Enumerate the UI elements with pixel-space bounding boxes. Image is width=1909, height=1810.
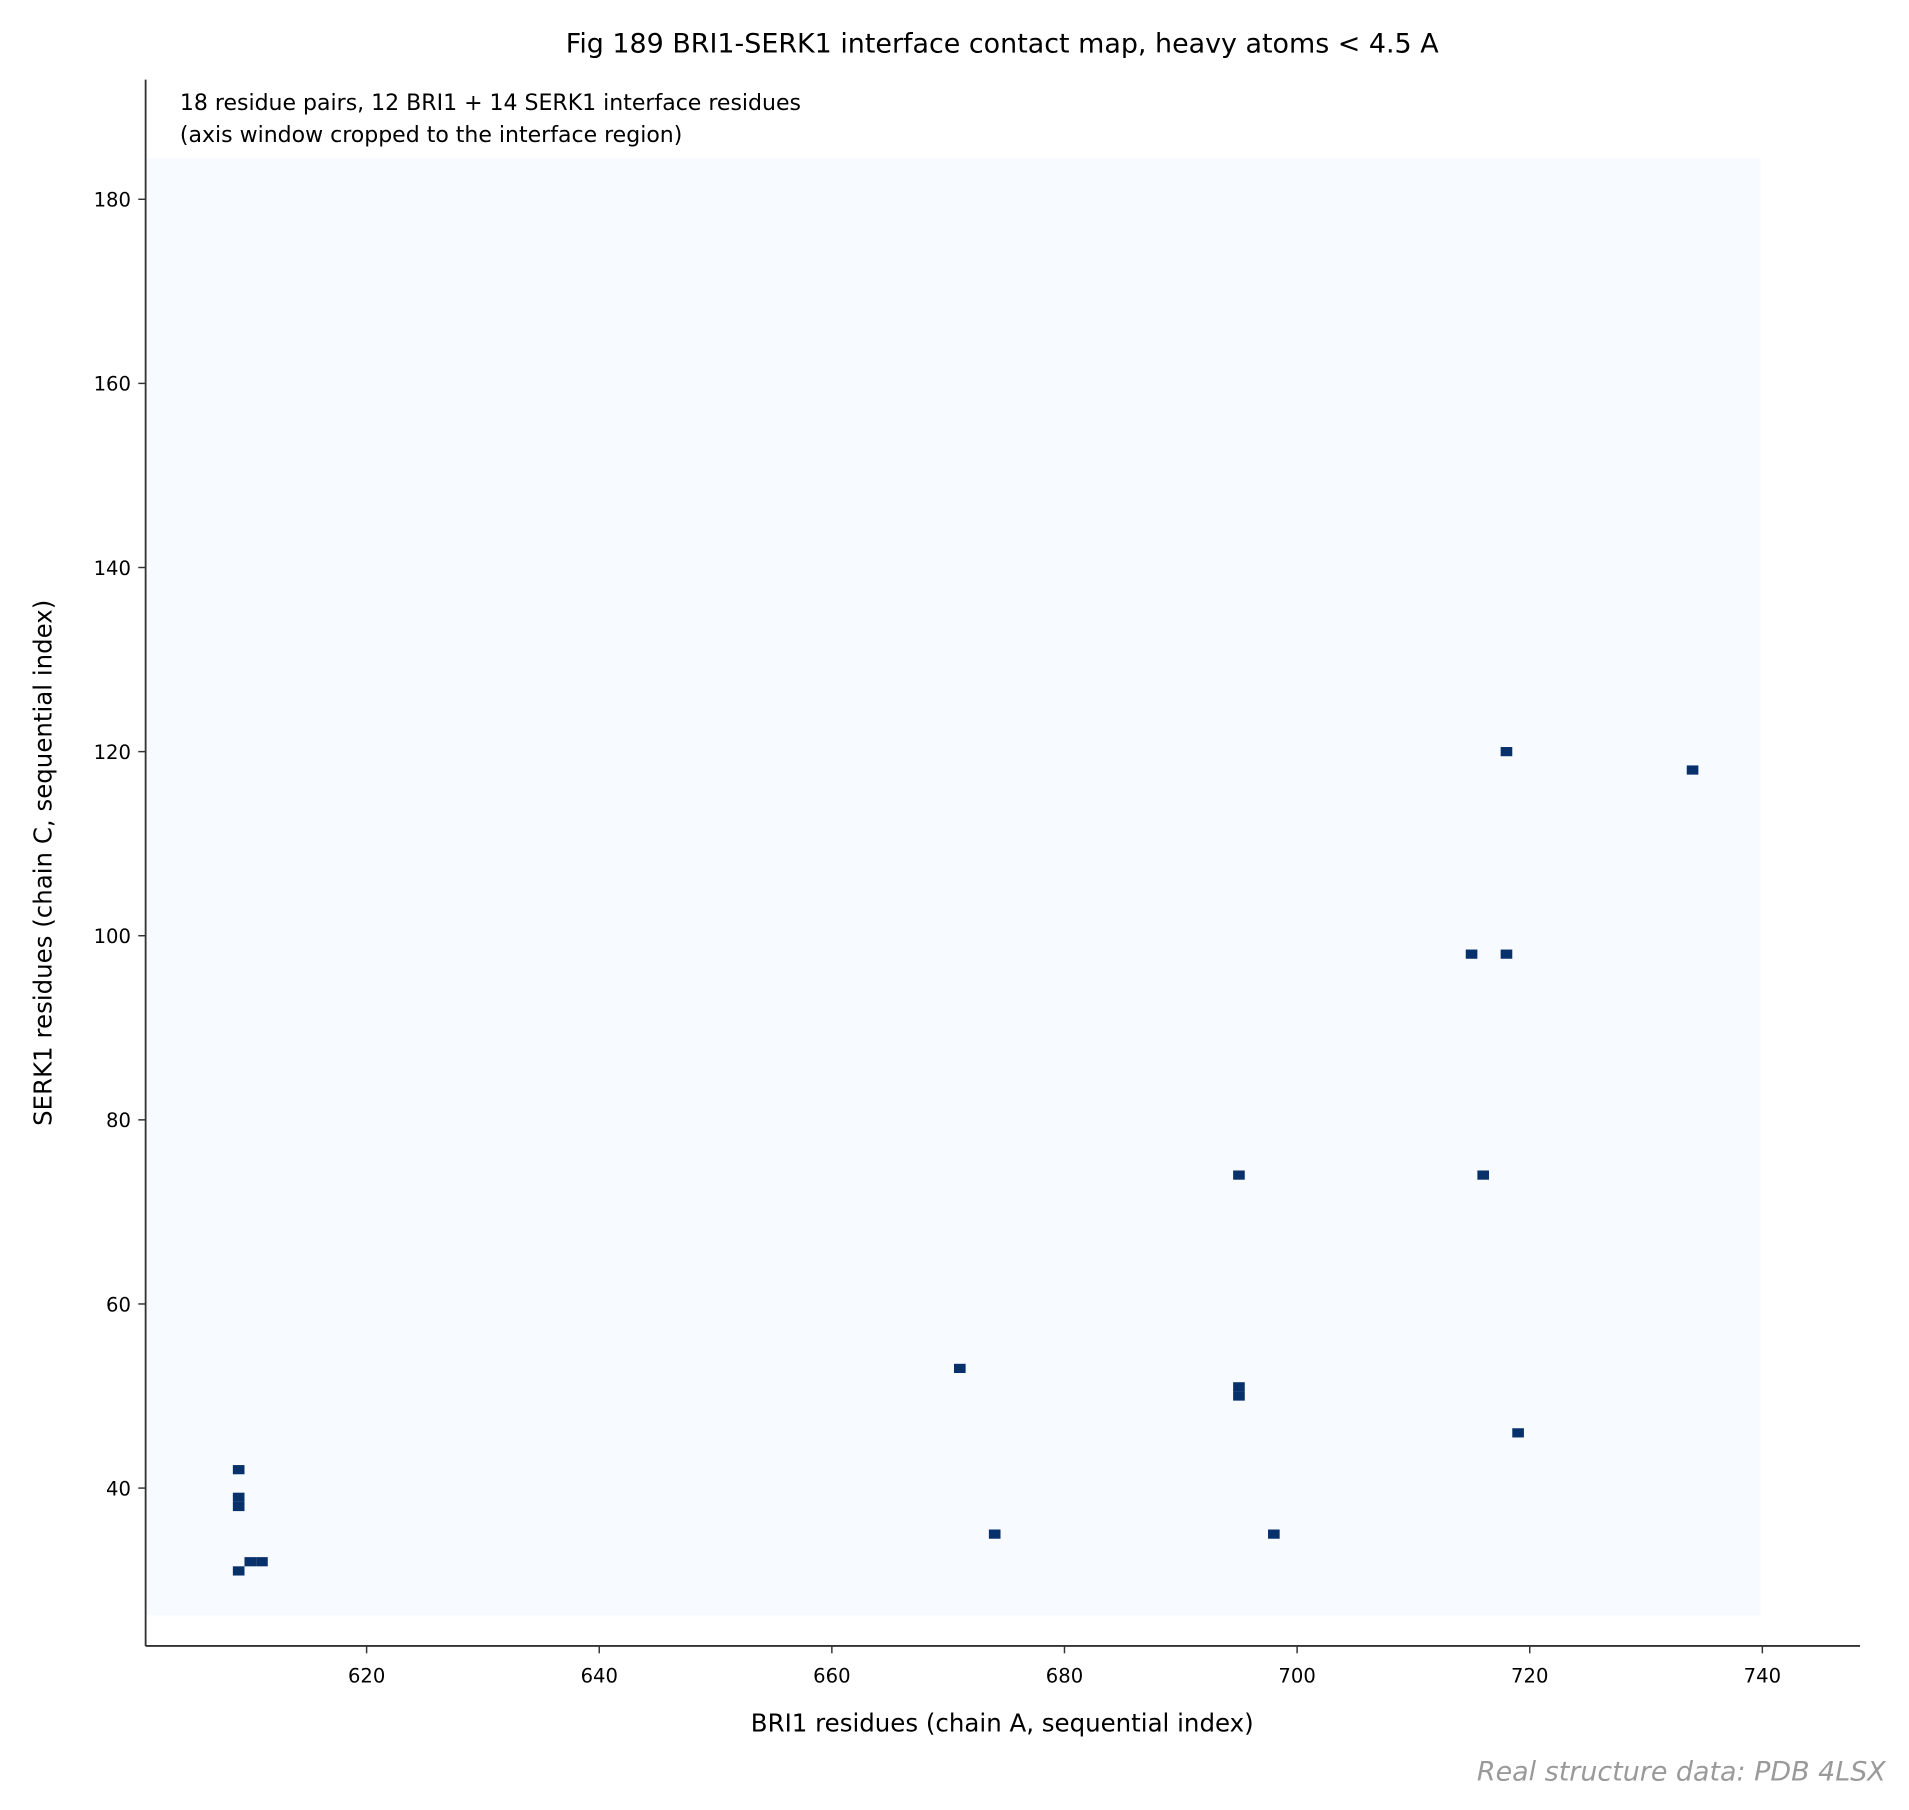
annotation: 18 residue pairs, 12 BRI1 + 14 SERK1 int… <box>180 91 801 116</box>
contact-cell <box>1512 1428 1524 1438</box>
chart-title: Fig 189 BRI1-SERK1 interface contact map… <box>566 29 1439 60</box>
contact-cell <box>1500 747 1513 757</box>
x-tick-label: 640 <box>581 1665 618 1688</box>
contact-cell <box>1465 949 1478 959</box>
contact-cell <box>953 1363 966 1374</box>
contact-cell <box>232 1492 245 1502</box>
x-tick-label: 680 <box>1046 1665 1083 1688</box>
contact-cell <box>988 1529 1001 1539</box>
contact-cell <box>1477 1170 1490 1180</box>
contact-cell <box>1268 1529 1280 1539</box>
y-axis-label: SERK1 residues (chain C, sequential inde… <box>28 600 57 1126</box>
contact-cell <box>1233 1382 1245 1392</box>
annotation: (axis window cropped to the interface re… <box>180 123 682 148</box>
contact-cell <box>1233 1391 1245 1401</box>
y-tick-label: 100 <box>94 925 131 948</box>
contact-cell <box>1233 1170 1245 1180</box>
contact-cell <box>232 1465 245 1475</box>
y-tick-label: 80 <box>106 1109 131 1132</box>
y-tick-label: 40 <box>106 1477 131 1500</box>
y-tick-label: 160 <box>94 373 131 396</box>
x-tick-label: 700 <box>1278 1665 1315 1688</box>
y-tick-label: 180 <box>94 189 131 212</box>
y-tick-label: 120 <box>94 741 131 764</box>
x-tick-label: 720 <box>1511 1665 1548 1688</box>
contact-cell <box>232 1566 245 1576</box>
map-background <box>145 157 1761 1616</box>
x-axis-label: BRI1 residues (chain A, sequential index… <box>751 1709 1254 1738</box>
contact-cell <box>1500 949 1513 959</box>
contact-cell <box>232 1501 245 1512</box>
x-tick-label: 660 <box>813 1665 850 1688</box>
y-tick-label: 140 <box>94 557 131 580</box>
x-tick-label: 620 <box>348 1665 385 1688</box>
contact-cell <box>256 1557 268 1567</box>
contact-cell <box>244 1557 257 1567</box>
footnote: Real structure data: PDB 4LSX <box>1477 1757 1886 1788</box>
contact-cell <box>1686 765 1699 775</box>
x-tick-label: 740 <box>1744 1665 1781 1688</box>
y-tick-label: 60 <box>106 1293 131 1316</box>
